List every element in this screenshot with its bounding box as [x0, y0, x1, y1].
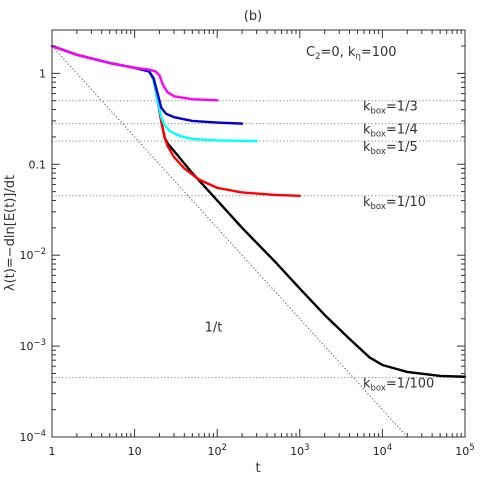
reference-line-label: 1/t — [205, 321, 223, 336]
x-tick-label: 1 — [49, 445, 56, 458]
series-line — [50, 44, 219, 102]
plot-frame — [51, 29, 466, 438]
series-line — [50, 44, 301, 198]
x-tick-label: 103 — [290, 443, 309, 458]
series-line — [50, 44, 467, 378]
chart-labels: (b) t λ(t)=−dln[E(t)]/dt C2=0, kη=100 kb… — [3, 9, 434, 476]
y-tick-label: 1 — [39, 67, 46, 80]
x-tick-label: 10 — [128, 445, 142, 458]
parameter-annotation: C2=0, kη=100 — [306, 45, 397, 62]
y-tick-label: 0.1 — [29, 158, 47, 171]
asymptote-label: kbox=1/3 — [363, 100, 418, 117]
y-tick-label: 10−3 — [19, 338, 46, 353]
series-lines — [50, 44, 467, 378]
x-tick-label: 105 — [455, 443, 474, 458]
asymptote-label: kbox=1/5 — [363, 140, 418, 157]
asymptote-label: kbox=1/100 — [363, 377, 434, 394]
asymptote-lines — [52, 100, 465, 379]
reference-line-path — [51, 45, 408, 438]
reference-line — [51, 45, 408, 438]
x-tick-label: 102 — [207, 443, 226, 458]
x-axis-label: t — [255, 461, 260, 476]
series-line — [50, 44, 244, 125]
y-tick-label: 10−2 — [19, 247, 46, 262]
asymptote-label: kbox=1/4 — [363, 123, 418, 140]
axis-ticks: 1 10 102 103 104 105 1 0.1 10−2 10−3 10−4 — [19, 29, 475, 458]
y-tick-label: 10−4 — [19, 429, 46, 444]
x-tick-label: 104 — [373, 443, 392, 458]
series-line — [50, 44, 258, 143]
asymptote-label: kbox=1/10 — [363, 195, 426, 212]
chart-title: (b) — [244, 9, 262, 24]
y-axis-label: λ(t)=−dln[E(t)]/dt — [3, 175, 18, 291]
